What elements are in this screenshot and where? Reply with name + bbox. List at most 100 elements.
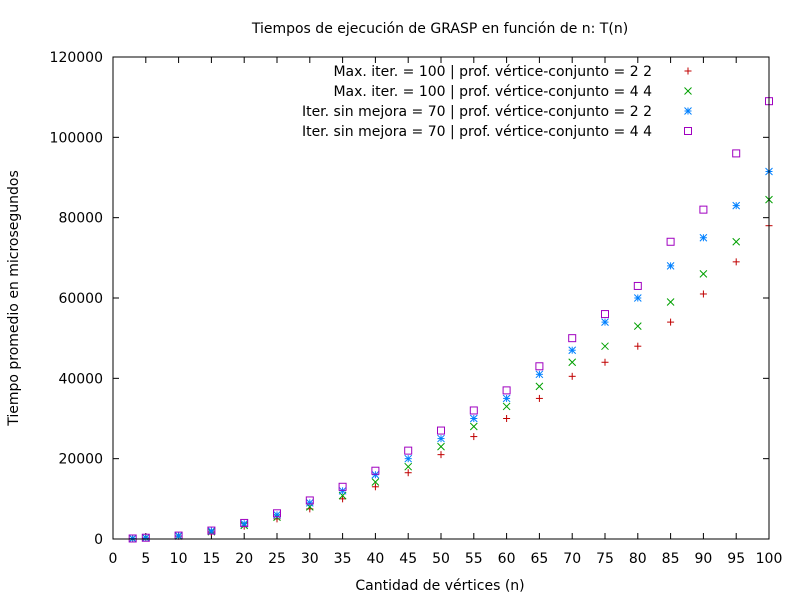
data-point: [601, 318, 609, 326]
legend-marker: [684, 87, 692, 95]
data-point: [207, 527, 216, 535]
x-tick-label: 35: [334, 551, 352, 567]
x-tick-label: 40: [366, 551, 384, 567]
x-tick-label: 10: [170, 551, 188, 567]
data-point: [273, 511, 281, 519]
data-point: [568, 372, 576, 380]
x-tick-label: 5: [141, 551, 150, 567]
data-point: [503, 415, 511, 422]
data-point: [633, 322, 642, 330]
legend-label: Iter. sin mejora = 70 | prof. vértice-co…: [302, 124, 652, 140]
data-point: [141, 533, 150, 542]
data-point: [535, 394, 543, 402]
data-point: [732, 149, 741, 158]
x-tick-label: 25: [268, 551, 286, 567]
legend-marker: [684, 67, 692, 75]
data-point: [437, 442, 445, 451]
y-tick-label: 100000: [50, 130, 103, 146]
data-point: [601, 342, 609, 351]
data-point: [469, 422, 478, 431]
x-tick-label: 95: [727, 551, 745, 567]
data-point: [699, 205, 708, 214]
data-point: [404, 469, 412, 477]
legend-marker: [684, 107, 692, 115]
axis-ticks: 0 5 10 15 20 25 30 35 40 45 50 55 60 65 70 75 80 85 90 95 10…: [50, 50, 783, 567]
y-tick-label: 80000: [58, 211, 103, 227]
data-point: [437, 426, 445, 435]
data-point: [601, 358, 609, 366]
data-point: [128, 534, 137, 543]
data-point: [732, 258, 740, 266]
chart-title: Tiempos de ejecución de GRASP en función…: [251, 21, 628, 37]
x-tick-label: 90: [694, 551, 712, 567]
data-point: [338, 482, 347, 491]
data-point: [404, 462, 413, 471]
data-point: [469, 414, 478, 423]
x-tick-label: 100: [756, 551, 783, 567]
y-tick-label: 120000: [50, 50, 103, 66]
x-tick-label: 20: [235, 551, 253, 567]
x-tick-label: 0: [109, 551, 118, 567]
data-point: [174, 531, 183, 540]
data-point: [666, 237, 675, 246]
x-tick-label: 30: [301, 551, 319, 567]
data-point: [634, 342, 642, 350]
data-point: [404, 446, 413, 455]
legend: Max. iter. = 100 | prof. vértice-conjunt…: [302, 64, 692, 140]
x-tick-label: 85: [662, 551, 680, 567]
data-point: [568, 334, 577, 343]
legend-label: Max. iter. = 100 | prof. vértice-conjunt…: [333, 84, 652, 100]
data-point: [699, 233, 708, 242]
y-axis-title: Tiempo promedio en microsegundos: [6, 170, 22, 427]
data-point: [568, 346, 577, 355]
y-tick-label: 40000: [58, 371, 103, 387]
data-point: [305, 498, 314, 507]
data-point: [141, 533, 150, 542]
data-point: [601, 310, 609, 319]
data-points: [128, 97, 773, 543]
data-point: [469, 406, 478, 415]
data-point: [371, 466, 380, 475]
data-point: [371, 470, 380, 479]
data-point: [437, 451, 445, 459]
data-point: [470, 433, 478, 441]
plot-frame: [112, 56, 770, 540]
x-tick-label: 55: [465, 551, 483, 567]
data-point: [339, 495, 347, 503]
x-tick-label: 50: [432, 551, 450, 567]
data-point: [732, 201, 741, 210]
data-point: [666, 298, 675, 306]
data-point: [535, 382, 544, 391]
data-point: [535, 362, 544, 371]
data-point: [207, 526, 216, 535]
y-tick-label: 0: [94, 532, 103, 548]
data-point: [371, 478, 380, 486]
x-tick-label: 15: [202, 551, 220, 567]
data-point: [502, 402, 511, 411]
x-axis-title: Cantidad de vértices (n): [355, 578, 524, 594]
data-point: [699, 290, 707, 298]
data-point: [699, 270, 708, 278]
legend-label: Max. iter. = 100 | prof. vértice-conjunt…: [333, 64, 652, 80]
x-tick-label: 60: [498, 551, 516, 567]
data-point: [535, 370, 544, 379]
data-point: [502, 394, 511, 403]
data-point: [732, 237, 741, 246]
y-tick-label: 20000: [58, 452, 103, 468]
legend-label: Iter. sin mejora = 70 | prof. vértice-co…: [302, 104, 652, 120]
data-point: [404, 454, 413, 463]
series-3: [128, 167, 773, 543]
data-point: [568, 358, 577, 367]
data-point: [437, 434, 445, 443]
data-point: [502, 386, 511, 395]
data-point: [633, 281, 642, 290]
data-point: [305, 496, 314, 505]
data-point: [240, 518, 249, 527]
data-point: [633, 294, 642, 302]
data-point: [667, 318, 675, 326]
y-tick-label: 60000: [58, 291, 103, 307]
series-4: [128, 97, 773, 543]
x-tick-label: 65: [530, 551, 548, 567]
